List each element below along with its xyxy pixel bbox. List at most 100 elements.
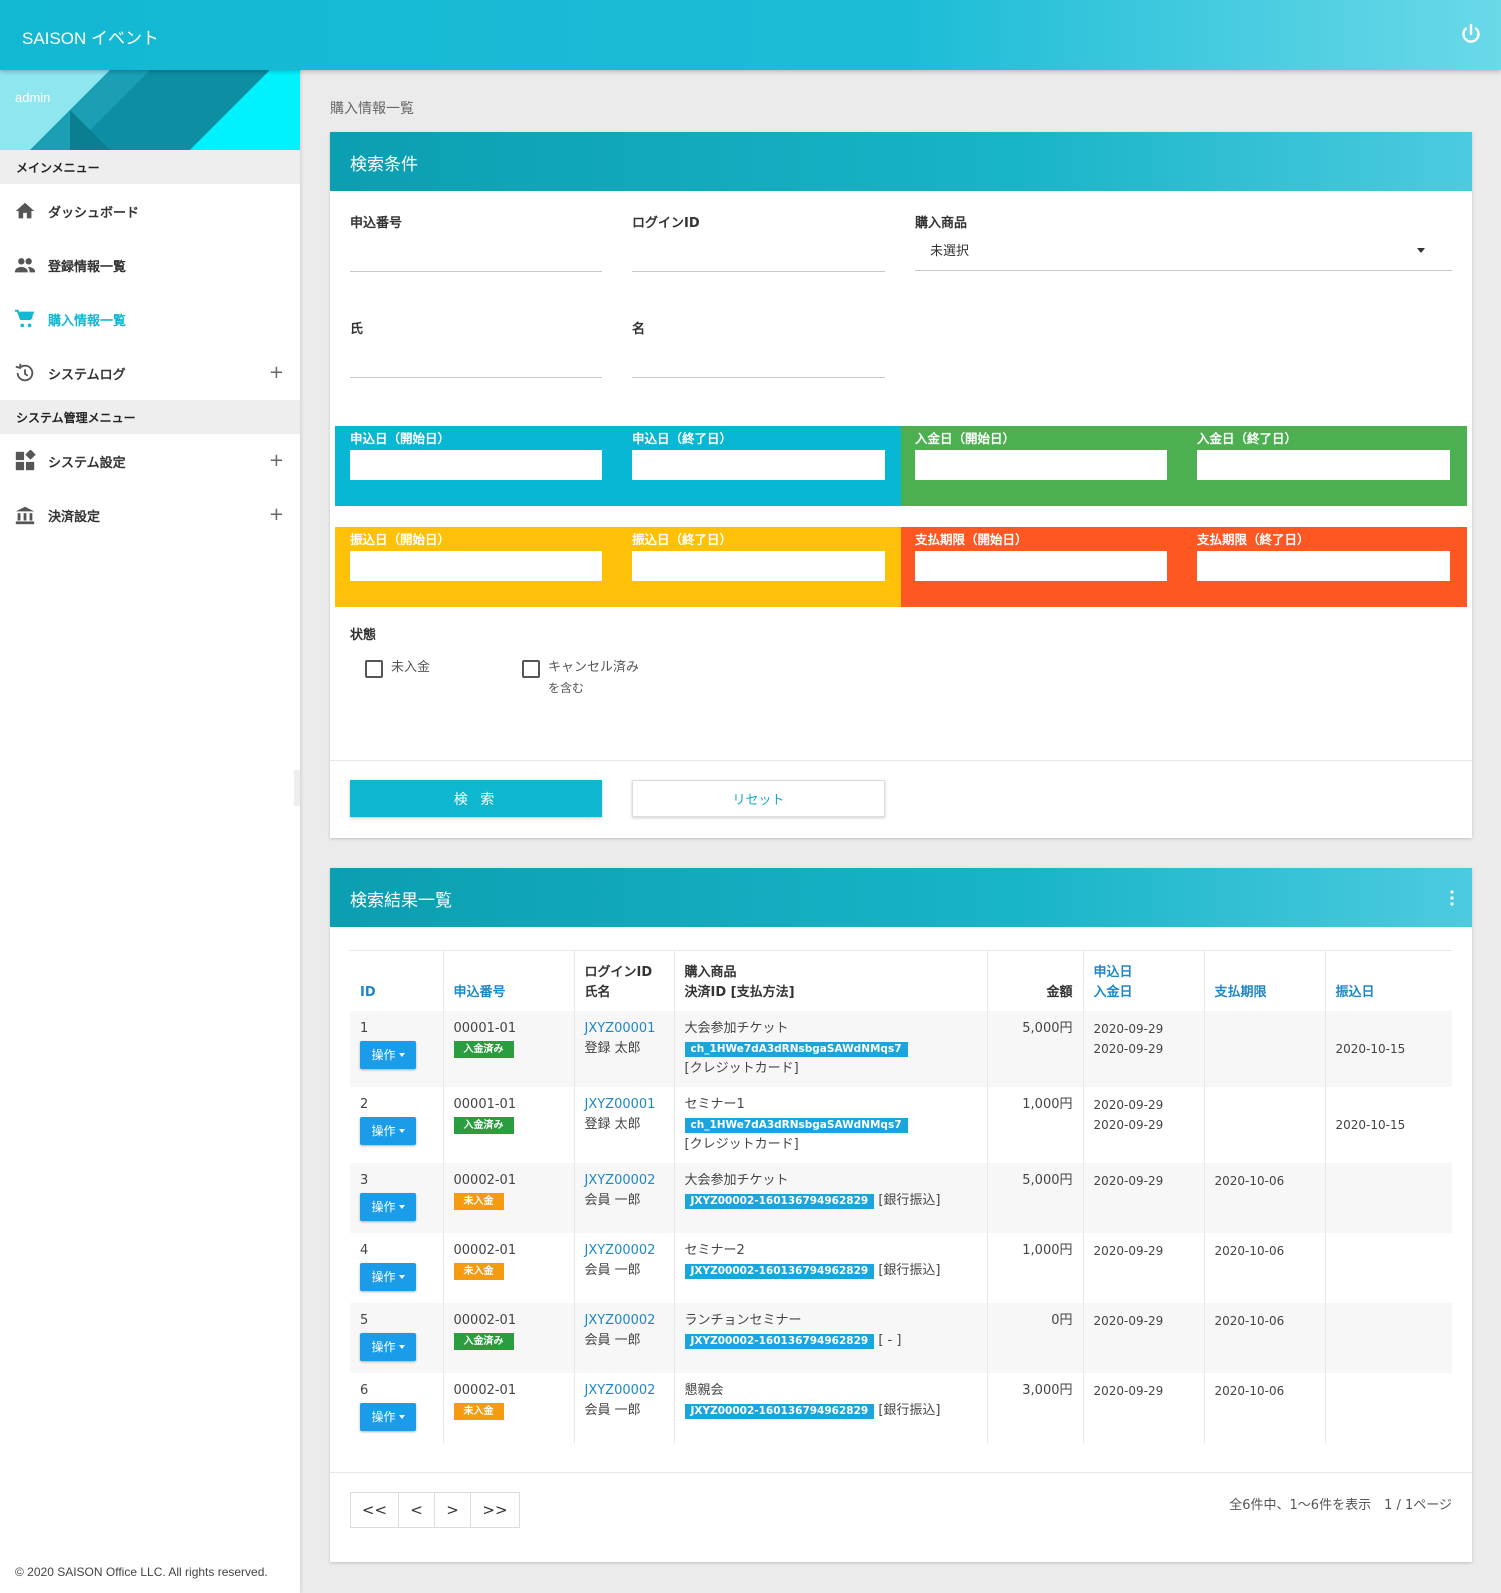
more-vert-icon[interactable] xyxy=(1450,890,1454,906)
power-icon[interactable] xyxy=(1459,22,1483,46)
sidebar-item-purchases[interactable]: 購入情報一覧 xyxy=(0,292,300,346)
expand-plus-icon[interactable]: + xyxy=(268,450,284,471)
transfer-start-input[interactable] xyxy=(350,551,602,581)
expand-plus-icon[interactable]: + xyxy=(268,504,284,525)
status-badge: 入金済み xyxy=(453,1040,514,1058)
cell-amount: 1,000円 xyxy=(987,1086,1084,1163)
col-header-transfer-date[interactable]: 振込日 xyxy=(1325,950,1452,1011)
cell-transfer-date: 2020-10-15 xyxy=(1325,1010,1452,1087)
product-name: セミナー2 xyxy=(684,1242,745,1258)
caret-down-icon xyxy=(398,1205,405,1209)
cell-login-name: JXYZ00002 会員 一郎 xyxy=(574,1232,675,1303)
pager-next-button[interactable]: > xyxy=(435,1493,471,1527)
amount: 1,000円 xyxy=(1022,1096,1073,1112)
operation-button[interactable]: 操作 xyxy=(360,1040,416,1069)
login-id-link[interactable]: JXYZ00001 xyxy=(584,1020,656,1036)
transfer-end-label: 振込日（終了日） xyxy=(632,532,733,547)
reset-button[interactable]: リセット xyxy=(632,780,885,817)
cell-application-no: 00001-01 入金済み xyxy=(443,1010,575,1087)
sidebar-item-dashboard[interactable]: ダッシュボード xyxy=(0,184,300,238)
cancel-checkbox[interactable] xyxy=(522,660,540,678)
pager-first-button[interactable]: << xyxy=(351,1493,399,1527)
deposit-start-label: 入金日（開始日） xyxy=(915,431,1016,446)
col-header-id[interactable]: ID xyxy=(350,950,444,1011)
unpaid-checkbox[interactable] xyxy=(365,660,383,678)
col-header-dates[interactable]: 申込日 入金日 xyxy=(1083,950,1205,1011)
admin-menu-title: システム管理メニュー xyxy=(0,400,300,434)
search-button[interactable]: 検 索 xyxy=(350,780,602,817)
pager-info: 全6件中、1～6件を表示 1 / 1ページ xyxy=(1229,1498,1452,1513)
last-name-input[interactable] xyxy=(350,342,602,372)
operation-button[interactable]: 操作 xyxy=(360,1402,416,1431)
col-header-application-no[interactable]: 申込番号 xyxy=(443,950,575,1011)
apply-start-input[interactable] xyxy=(350,450,602,480)
cell-product-payment: 大会参加チケット ch_1HWe7dA3dRNsbgaSAWdNMqs7 [クレジッ… xyxy=(674,1010,988,1087)
cell-amount: 3,000円 xyxy=(987,1372,1084,1443)
cell-due-date: 2020-10-06 xyxy=(1204,1302,1326,1373)
cell-due-date xyxy=(1204,1010,1326,1087)
cancel-checkbox-label: キャンセル済み xyxy=(548,660,640,675)
cell-application-no: 00002-01 未入金 xyxy=(443,1162,575,1233)
operation-button[interactable]: 操作 xyxy=(360,1192,416,1221)
login-id-link[interactable]: JXYZ00001 xyxy=(584,1096,656,1112)
login-id-input[interactable] xyxy=(632,236,885,266)
payment-method: [クレジットカード] xyxy=(684,1136,799,1152)
login-id-link[interactable]: JXYZ00002 xyxy=(584,1312,656,1328)
apply-end-input[interactable] xyxy=(632,450,885,480)
row-id: 5 xyxy=(360,1312,369,1328)
cell-dates: 2020-09-29 xyxy=(1083,1372,1205,1443)
sidebar-item-payment-settings[interactable]: 決済設定 + xyxy=(0,488,300,542)
operation-button[interactable]: 操作 xyxy=(360,1262,416,1291)
sidebar-resize-handle[interactable] xyxy=(294,770,300,806)
product-select[interactable]: 未選択 xyxy=(930,244,970,259)
transfer-date: 2020-10-15 xyxy=(1335,1117,1406,1132)
deposit-end-label: 入金日（終了日） xyxy=(1197,431,1298,446)
cell-product-payment: セミナー2 JXYZ00002-160136794962829 [銀行振込] xyxy=(674,1232,988,1303)
page-title: 購入情報一覧 xyxy=(330,101,414,117)
login-id-link[interactable]: JXYZ00002 xyxy=(584,1172,656,1188)
sidebar-item-system-log[interactable]: システムログ + xyxy=(0,346,300,400)
deposit-end-input[interactable] xyxy=(1197,450,1450,480)
status-badge: 未入金 xyxy=(453,1402,504,1420)
dropdown-arrow-icon[interactable] xyxy=(1417,248,1425,253)
table-row: 3 操作 00002-01 未入金 JXYZ00002 会員 一郎 大会参加チケット JXYZ… xyxy=(350,1162,1452,1233)
status-badge: 入金済み xyxy=(453,1332,514,1350)
search-card: 検索条件 申込番号 ログインID 購入商品 未選択 氏 名 申込日（開始日） 申… xyxy=(330,132,1472,838)
transfer-end-input[interactable] xyxy=(632,551,885,581)
cell-dates: 2020-09-29 2020-09-29 xyxy=(1083,1086,1205,1163)
sidebar-item-registrations[interactable]: 登録情報一覧 xyxy=(0,238,300,292)
status-badge: 未入金 xyxy=(453,1192,504,1210)
payment-id-badge: ch_1HWe7dA3dRNsbgaSAWdNMqs7 xyxy=(684,1041,908,1057)
due-start-input[interactable] xyxy=(915,551,1167,581)
dashboard-grid-icon xyxy=(15,450,36,471)
pager-prev-button[interactable]: < xyxy=(399,1493,435,1527)
first-name-input[interactable] xyxy=(632,342,885,372)
cell-id: 5 操作 xyxy=(350,1302,444,1373)
cell-application-no: 00002-01 入金済み xyxy=(443,1302,575,1373)
sidebar-item-system-settings[interactable]: システム設定 + xyxy=(0,434,300,488)
due-end-input[interactable] xyxy=(1197,551,1450,581)
row-id: 2 xyxy=(360,1096,369,1112)
caret-down-icon xyxy=(398,1053,405,1057)
pager-last-button[interactable]: >> xyxy=(471,1493,519,1527)
expand-plus-icon[interactable]: + xyxy=(268,362,284,383)
operation-button[interactable]: 操作 xyxy=(360,1116,416,1145)
cell-id: 1 操作 xyxy=(350,1010,444,1087)
col-header-due-date[interactable]: 支払期限 xyxy=(1204,950,1326,1011)
row-id: 1 xyxy=(360,1020,369,1036)
input-underline xyxy=(915,270,1452,271)
cell-transfer-date xyxy=(1325,1233,1452,1303)
pagination: << < > >> xyxy=(350,1492,520,1528)
results-card: 検索結果一覧 ID 申込番号 ログインID 氏名 購入商品 決済ID [支払方法] … xyxy=(330,868,1472,1562)
application-no-input[interactable] xyxy=(350,236,602,266)
login-id-link[interactable]: JXYZ00002 xyxy=(584,1242,656,1258)
operation-button[interactable]: 操作 xyxy=(360,1332,416,1361)
deposit-start-input[interactable] xyxy=(915,450,1167,480)
cell-id: 3 操作 xyxy=(350,1162,444,1233)
cell-transfer-date xyxy=(1325,1162,1452,1233)
input-underline xyxy=(632,271,885,272)
results-card-header: 検索結果一覧 xyxy=(330,868,1472,927)
login-id-link[interactable]: JXYZ00002 xyxy=(584,1382,656,1398)
application-no: 00002-01 xyxy=(453,1312,517,1328)
home-icon xyxy=(15,202,35,219)
